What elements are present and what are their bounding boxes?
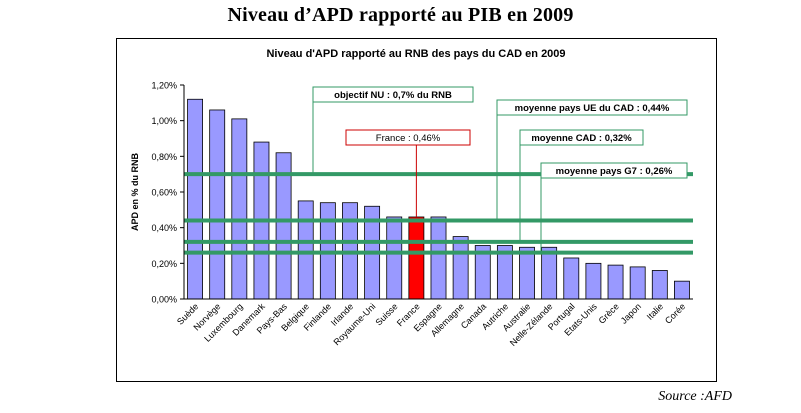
france-annotation-label: France : 0,46%	[376, 133, 441, 144]
bar	[187, 98, 203, 300]
bar	[386, 216, 403, 300]
y-tick-label: 1,00%	[151, 116, 177, 126]
annotation-label: objectif NU : 0,7% du RNB	[334, 90, 452, 101]
y-tick-label: 0,60%	[151, 188, 177, 198]
bar	[585, 262, 602, 300]
chart-title: Niveau d'APD rapporté au RNB des pays du…	[266, 48, 565, 60]
y-tick-label: 0,40%	[151, 223, 177, 233]
y-axis-label: APD en % du RNB	[130, 153, 140, 232]
annotation-box	[540, 162, 688, 179]
annotation-box	[496, 99, 688, 116]
bar-highlight	[408, 216, 425, 300]
document-title: Niveau d’APD rapporté au PIB en 2009	[227, 4, 574, 26]
bar	[541, 246, 558, 300]
bar	[607, 264, 624, 300]
annotation-label: moyenne pays UE du CAD : 0,44%	[515, 103, 670, 114]
y-tick-label: 0,20%	[151, 259, 177, 269]
bar	[674, 280, 690, 300]
bar	[297, 200, 314, 300]
bar	[430, 216, 447, 300]
annotation-box	[519, 129, 644, 146]
bar	[651, 270, 668, 300]
france-annotation-box	[345, 129, 471, 146]
y-tick-label: 0,00%	[151, 295, 177, 305]
bar	[629, 266, 646, 300]
y-tick-label: 0,80%	[151, 152, 177, 162]
source-note: Source :AFD	[658, 389, 732, 404]
annotation-label: moyenne pays G7 : 0,26%	[556, 166, 673, 177]
bar	[231, 118, 248, 300]
annotation-label: moyenne CAD : 0,32%	[531, 133, 632, 144]
y-tick-label: 1,20%	[151, 81, 177, 91]
bar	[209, 109, 226, 300]
bar	[563, 257, 580, 300]
annotation-box	[312, 86, 474, 103]
bar	[519, 246, 535, 300]
bar	[452, 236, 469, 300]
